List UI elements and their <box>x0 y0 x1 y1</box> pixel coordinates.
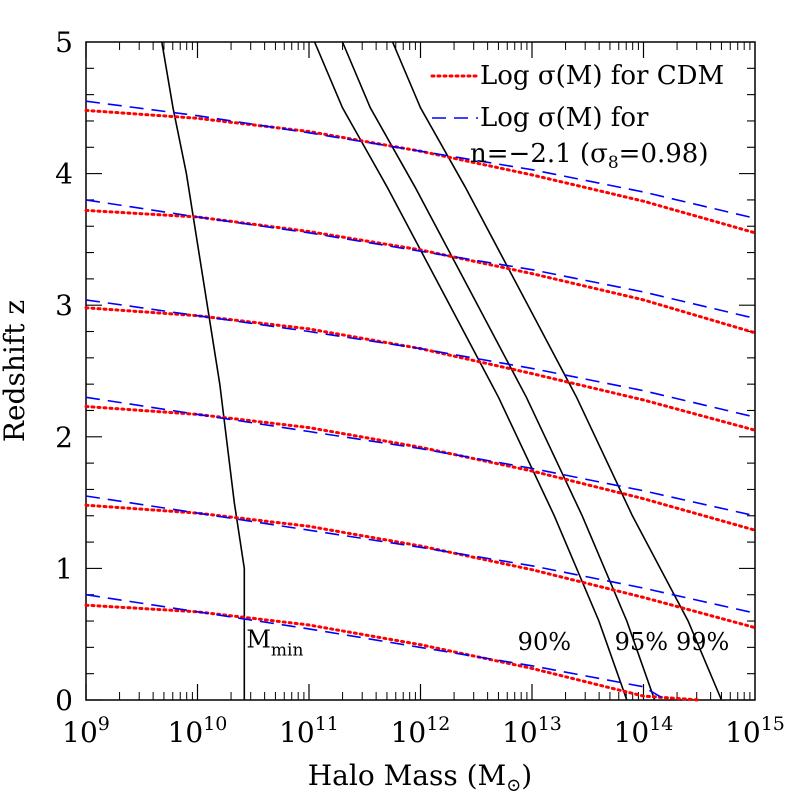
x-axis-title: Halo Mass (M⊙) <box>308 759 532 796</box>
x-tick-label: 1011 <box>279 713 339 749</box>
y-tick-label: 2 <box>55 421 73 454</box>
annotation-label: 99% <box>676 628 729 656</box>
legend-label-cdm: Log σ(M) for CDM <box>480 61 724 91</box>
annotation-label: Mmin <box>246 625 303 660</box>
curve-cdm <box>84 306 757 432</box>
curve-n21 <box>85 396 756 517</box>
x-tick-label: 1014 <box>614 713 674 749</box>
curve-cdm <box>84 208 757 335</box>
x-tick-label: 109 <box>62 713 110 749</box>
legend-label-n21-line2: n=−2.1 (σ8=0.98) <box>470 139 708 173</box>
curve-cdm <box>84 603 701 702</box>
y-tick-label: 4 <box>55 158 73 191</box>
x-axis-title-close: ) <box>521 759 532 792</box>
y-axis-title: Redshift z <box>0 300 31 442</box>
n21-curves <box>85 100 756 701</box>
y-tick-label: 3 <box>55 289 73 322</box>
x-axis-title-sub: ⊙ <box>506 775 521 796</box>
curve-n21 <box>85 495 756 614</box>
legend: Log σ(M) for CDM Log σ(M) for n=−2.1 (σ8… <box>430 61 724 173</box>
black-curves <box>161 41 723 701</box>
x-tick-label: 1012 <box>391 713 451 749</box>
curve-n21 <box>85 199 756 320</box>
x-tick-labels: 109 1010 1011 1012 1013 1014 1015 <box>62 713 785 749</box>
curve-n21 <box>85 100 756 220</box>
curve-black <box>341 41 656 701</box>
curve-cdm <box>84 503 757 630</box>
x-tick-label: 1015 <box>725 713 785 749</box>
legend-n21-main: n=−2.1 (σ <box>470 139 608 169</box>
legend-label-n21: Log σ(M) for <box>480 103 649 133</box>
y-tick-label: 0 <box>55 684 73 717</box>
annotations: Mmin 90% 95% 99% <box>246 625 729 660</box>
curve-black <box>313 41 628 701</box>
x-tick-label: 1010 <box>168 713 228 749</box>
x-axis-title-main: Halo Mass (M <box>308 759 506 792</box>
legend-n21-sub: 8 <box>608 153 619 173</box>
curve-cdm <box>84 405 757 532</box>
curve-black <box>391 41 723 701</box>
y-tick-label: 5 <box>55 26 73 59</box>
axis-ticks <box>85 42 755 701</box>
curve-n21 <box>85 299 756 418</box>
y-tick-label: 1 <box>55 552 73 585</box>
x-tick-label: 1013 <box>502 713 562 749</box>
annotation-label: 90% <box>518 628 571 656</box>
annotation-label: 95% <box>615 628 668 656</box>
y-tick-labels: 0 1 2 3 4 5 <box>55 26 73 717</box>
curve-n21 <box>85 593 667 701</box>
curve-black <box>161 41 246 700</box>
legend-n21-end: =0.98) <box>619 139 709 169</box>
